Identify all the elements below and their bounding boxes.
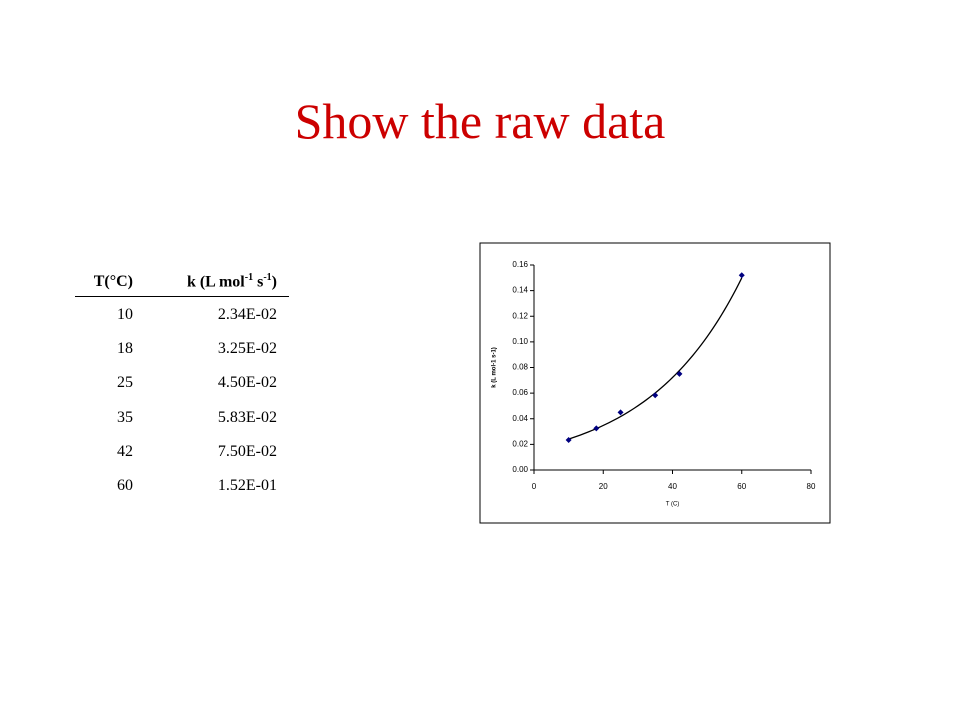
x-axis-label: T (C) <box>666 502 680 508</box>
table-row: 35 5.83E-02 <box>75 401 289 435</box>
chart-frame <box>479 242 831 524</box>
header-text: T(°C) <box>93 272 133 290</box>
table-cell: 1.52E-01 <box>217 477 277 495</box>
table-cell: 42 <box>117 443 133 461</box>
table-row: 18 3.25E-02 <box>75 332 289 366</box>
header-cell: T(°C) <box>75 268 133 298</box>
y-tick-label: 0.06 <box>512 388 528 397</box>
y-tick-label: 0.02 <box>512 439 528 448</box>
y-tick-label: 0.04 <box>512 414 528 423</box>
header-cell: k (L mol-1 s-1) <box>133 268 289 298</box>
data-point <box>738 272 745 279</box>
table-row: 25 4.50E-02 <box>75 366 289 400</box>
header-text: -1 <box>244 272 254 283</box>
table-cell: 25 <box>117 374 133 392</box>
y-tick-label: 0.00 <box>512 465 528 474</box>
table-cell: 35 <box>117 408 133 426</box>
header-text: -1 <box>263 272 272 283</box>
header-text: ) <box>271 273 277 291</box>
data-point <box>617 409 624 416</box>
table-cell: 18 <box>117 339 133 357</box>
x-tick-label: 80 <box>807 482 816 491</box>
table-cell: 7.50E-02 <box>217 443 277 461</box>
data-table: T(°C) k (L mol-1 s-1) 10 2.34E-02 18 3.25E-0… <box>75 268 289 504</box>
header-text: s <box>253 273 264 291</box>
header-text: k (L mol <box>186 273 245 291</box>
y-tick-label: 0.16 <box>512 260 528 269</box>
data-point <box>565 437 572 444</box>
table-cell: 10 <box>117 305 133 323</box>
y-tick-label: 0.08 <box>512 363 528 372</box>
y-tick-label: 0.12 <box>512 311 528 320</box>
x-tick-label: 20 <box>599 482 608 491</box>
table-cell: 2.34E-02 <box>217 305 277 323</box>
y-tick-label: 0.14 <box>512 286 528 295</box>
y-tick-label: 0.10 <box>512 337 528 346</box>
table-cell: 4.50E-02 <box>217 374 277 392</box>
table-cell: 3.25E-02 <box>217 339 277 357</box>
data-point <box>676 370 683 377</box>
x-tick-label: 40 <box>668 482 677 491</box>
x-tick-label: 0 <box>532 482 537 491</box>
table-row: 60 1.52E-01 <box>75 469 289 503</box>
x-tick-label: 60 <box>737 482 746 491</box>
slide-title: Show the raw data <box>294 93 666 149</box>
y-axis-label: k (L mol-1 s-1) <box>492 347 498 388</box>
data-point <box>593 425 600 432</box>
table-cell: 60 <box>117 477 133 495</box>
header-row: T(°C) k (L mol-1 s-1) <box>75 268 289 298</box>
table-row: 10 2.34E-02 <box>75 297 289 332</box>
table-row: 42 7.50E-02 <box>75 435 289 469</box>
table-cell: 5.83E-02 <box>217 408 277 426</box>
data-point <box>652 392 659 399</box>
